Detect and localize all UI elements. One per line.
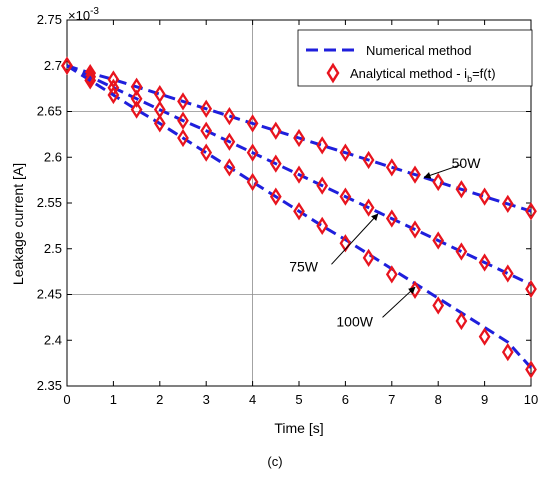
y-axis-label: Leakage current [A] — [10, 163, 26, 285]
x-tick-label: 9 — [481, 392, 488, 407]
y-tick-label: 2.55 — [37, 195, 62, 210]
analytical-marker-50W — [478, 187, 491, 206]
analytical-marker-75W — [130, 89, 143, 108]
x-tick-label: 3 — [203, 392, 210, 407]
annotation-label-100W: 100W — [336, 314, 373, 330]
figure-caption: (c) — [267, 454, 282, 469]
analytical-marker-100W — [316, 216, 329, 236]
analytical-marker-75W — [223, 132, 236, 151]
analytical-marker-75W — [177, 111, 189, 130]
x-axis-label: Time [s] — [274, 420, 323, 436]
analytical-marker-50W — [246, 114, 259, 133]
analytical-marker-75W — [432, 231, 445, 250]
analytical-marker-100W — [293, 202, 305, 221]
x-tick-label: 8 — [435, 392, 442, 407]
legend-numerical-label: Numerical method — [366, 43, 472, 58]
analytical-marker-100W — [385, 265, 398, 284]
analytical-marker-50W — [455, 180, 468, 199]
analytical-marker-100W — [246, 172, 259, 192]
y-tick-label: 2.35 — [37, 378, 62, 393]
analytical-marker-75W — [246, 143, 259, 162]
annotations: 50W 75W 100W — [289, 155, 481, 329]
y-tick-label: 2.45 — [37, 287, 62, 302]
analytical-marker-50W — [385, 158, 398, 177]
x-tick-label: 10 — [524, 392, 538, 407]
analytical-marker-100W — [478, 327, 491, 346]
analytical-marker-50W — [177, 92, 189, 111]
y-tick-label: 2.7 — [44, 58, 62, 73]
analytical-marker-75W — [269, 154, 282, 173]
analytical-marker-75W — [385, 209, 398, 228]
y-multiplier: ×10-3 — [68, 6, 99, 23]
analytical-marker-50W — [525, 202, 537, 221]
analytical-marker-100W — [525, 360, 537, 379]
analytical-marker-50W — [501, 194, 514, 214]
x-tick-label: 4 — [249, 392, 256, 407]
grid-lines — [67, 20, 531, 386]
analytical-marker-50W — [339, 143, 352, 162]
analytical-marker-50W — [362, 150, 375, 170]
analytical-marker-50W — [409, 165, 421, 184]
numerical-line-50W — [66, 64, 532, 213]
analytical-marker-75W — [339, 187, 352, 206]
data-series — [61, 56, 537, 379]
analytical-marker-100W — [177, 128, 189, 148]
analytical-marker-50W — [293, 128, 305, 148]
y-tick-label: 2.5 — [44, 241, 62, 256]
analytical-marker-100W — [130, 100, 143, 119]
x-tick-label: 5 — [295, 392, 302, 407]
analytical-marker-50W — [200, 99, 213, 118]
legend: Numerical method Analytical method - ib=… — [297, 29, 533, 87]
annotation-arrow-50W — [423, 164, 462, 179]
legend-analytical-marker — [326, 62, 340, 84]
analytical-marker-50W — [432, 172, 445, 192]
numerical-line-75W — [66, 64, 532, 286]
y-tick-label: 2.6 — [44, 149, 62, 164]
analytical-marker-100W — [107, 85, 120, 105]
analytical-marker-100W — [501, 343, 514, 362]
x-tick-label: 7 — [388, 392, 395, 407]
annotation-label-75W: 75W — [289, 259, 319, 275]
analytical-marker-75W — [84, 67, 97, 86]
analytical-marker-75W — [455, 242, 468, 261]
analytical-marker-100W — [362, 248, 375, 268]
analytical-marker-75W — [501, 264, 514, 283]
analytical-marker-75W — [293, 165, 305, 184]
analytical-marker-100W — [200, 143, 213, 162]
annotation-label-50W: 50W — [452, 155, 482, 171]
analytical-marker-100W — [455, 311, 468, 331]
x-tick-label: 0 — [63, 392, 70, 407]
analytical-marker-75W — [200, 121, 213, 140]
analytical-marker-100W — [61, 56, 73, 75]
y-tick-label: 2.75 — [37, 12, 62, 27]
analytical-marker-75W — [316, 176, 329, 195]
analytical-marker-75W — [409, 220, 421, 239]
x-tick-label: 2 — [156, 392, 163, 407]
analytical-marker-75W — [478, 253, 491, 272]
analytical-marker-100W — [84, 71, 97, 90]
x-tick-label: 6 — [342, 392, 349, 407]
analytical-marker-100W — [432, 296, 445, 315]
numerical-line-100W — [66, 64, 533, 369]
analytical-marker-50W — [316, 136, 329, 155]
analytical-marker-50W — [223, 106, 236, 126]
annotation-arrow-100W — [382, 286, 416, 318]
y-tick-label: 2.65 — [37, 104, 62, 119]
analytical-marker-75W — [525, 279, 537, 299]
analytical-marker-100W — [339, 234, 352, 253]
y-tick-label: 2.4 — [44, 332, 62, 347]
analytical-marker-100W — [153, 114, 166, 133]
x-tick-label: 1 — [110, 392, 117, 407]
analytical-marker-75W — [362, 198, 375, 217]
annotation-arrow-75W — [331, 213, 379, 265]
legend-analytical-label: Analytical method - ib=f(t) — [350, 66, 496, 84]
analytical-marker-100W — [269, 187, 282, 206]
analytical-marker-50W — [269, 121, 282, 140]
axis-ticks: 0 1 2 3 4 5 6 7 8 9 10 2.35 2.4 2.45 2.5 2.55 2.6 2.65 2.7… — [37, 12, 539, 407]
analytical-marker-100W — [223, 158, 236, 177]
